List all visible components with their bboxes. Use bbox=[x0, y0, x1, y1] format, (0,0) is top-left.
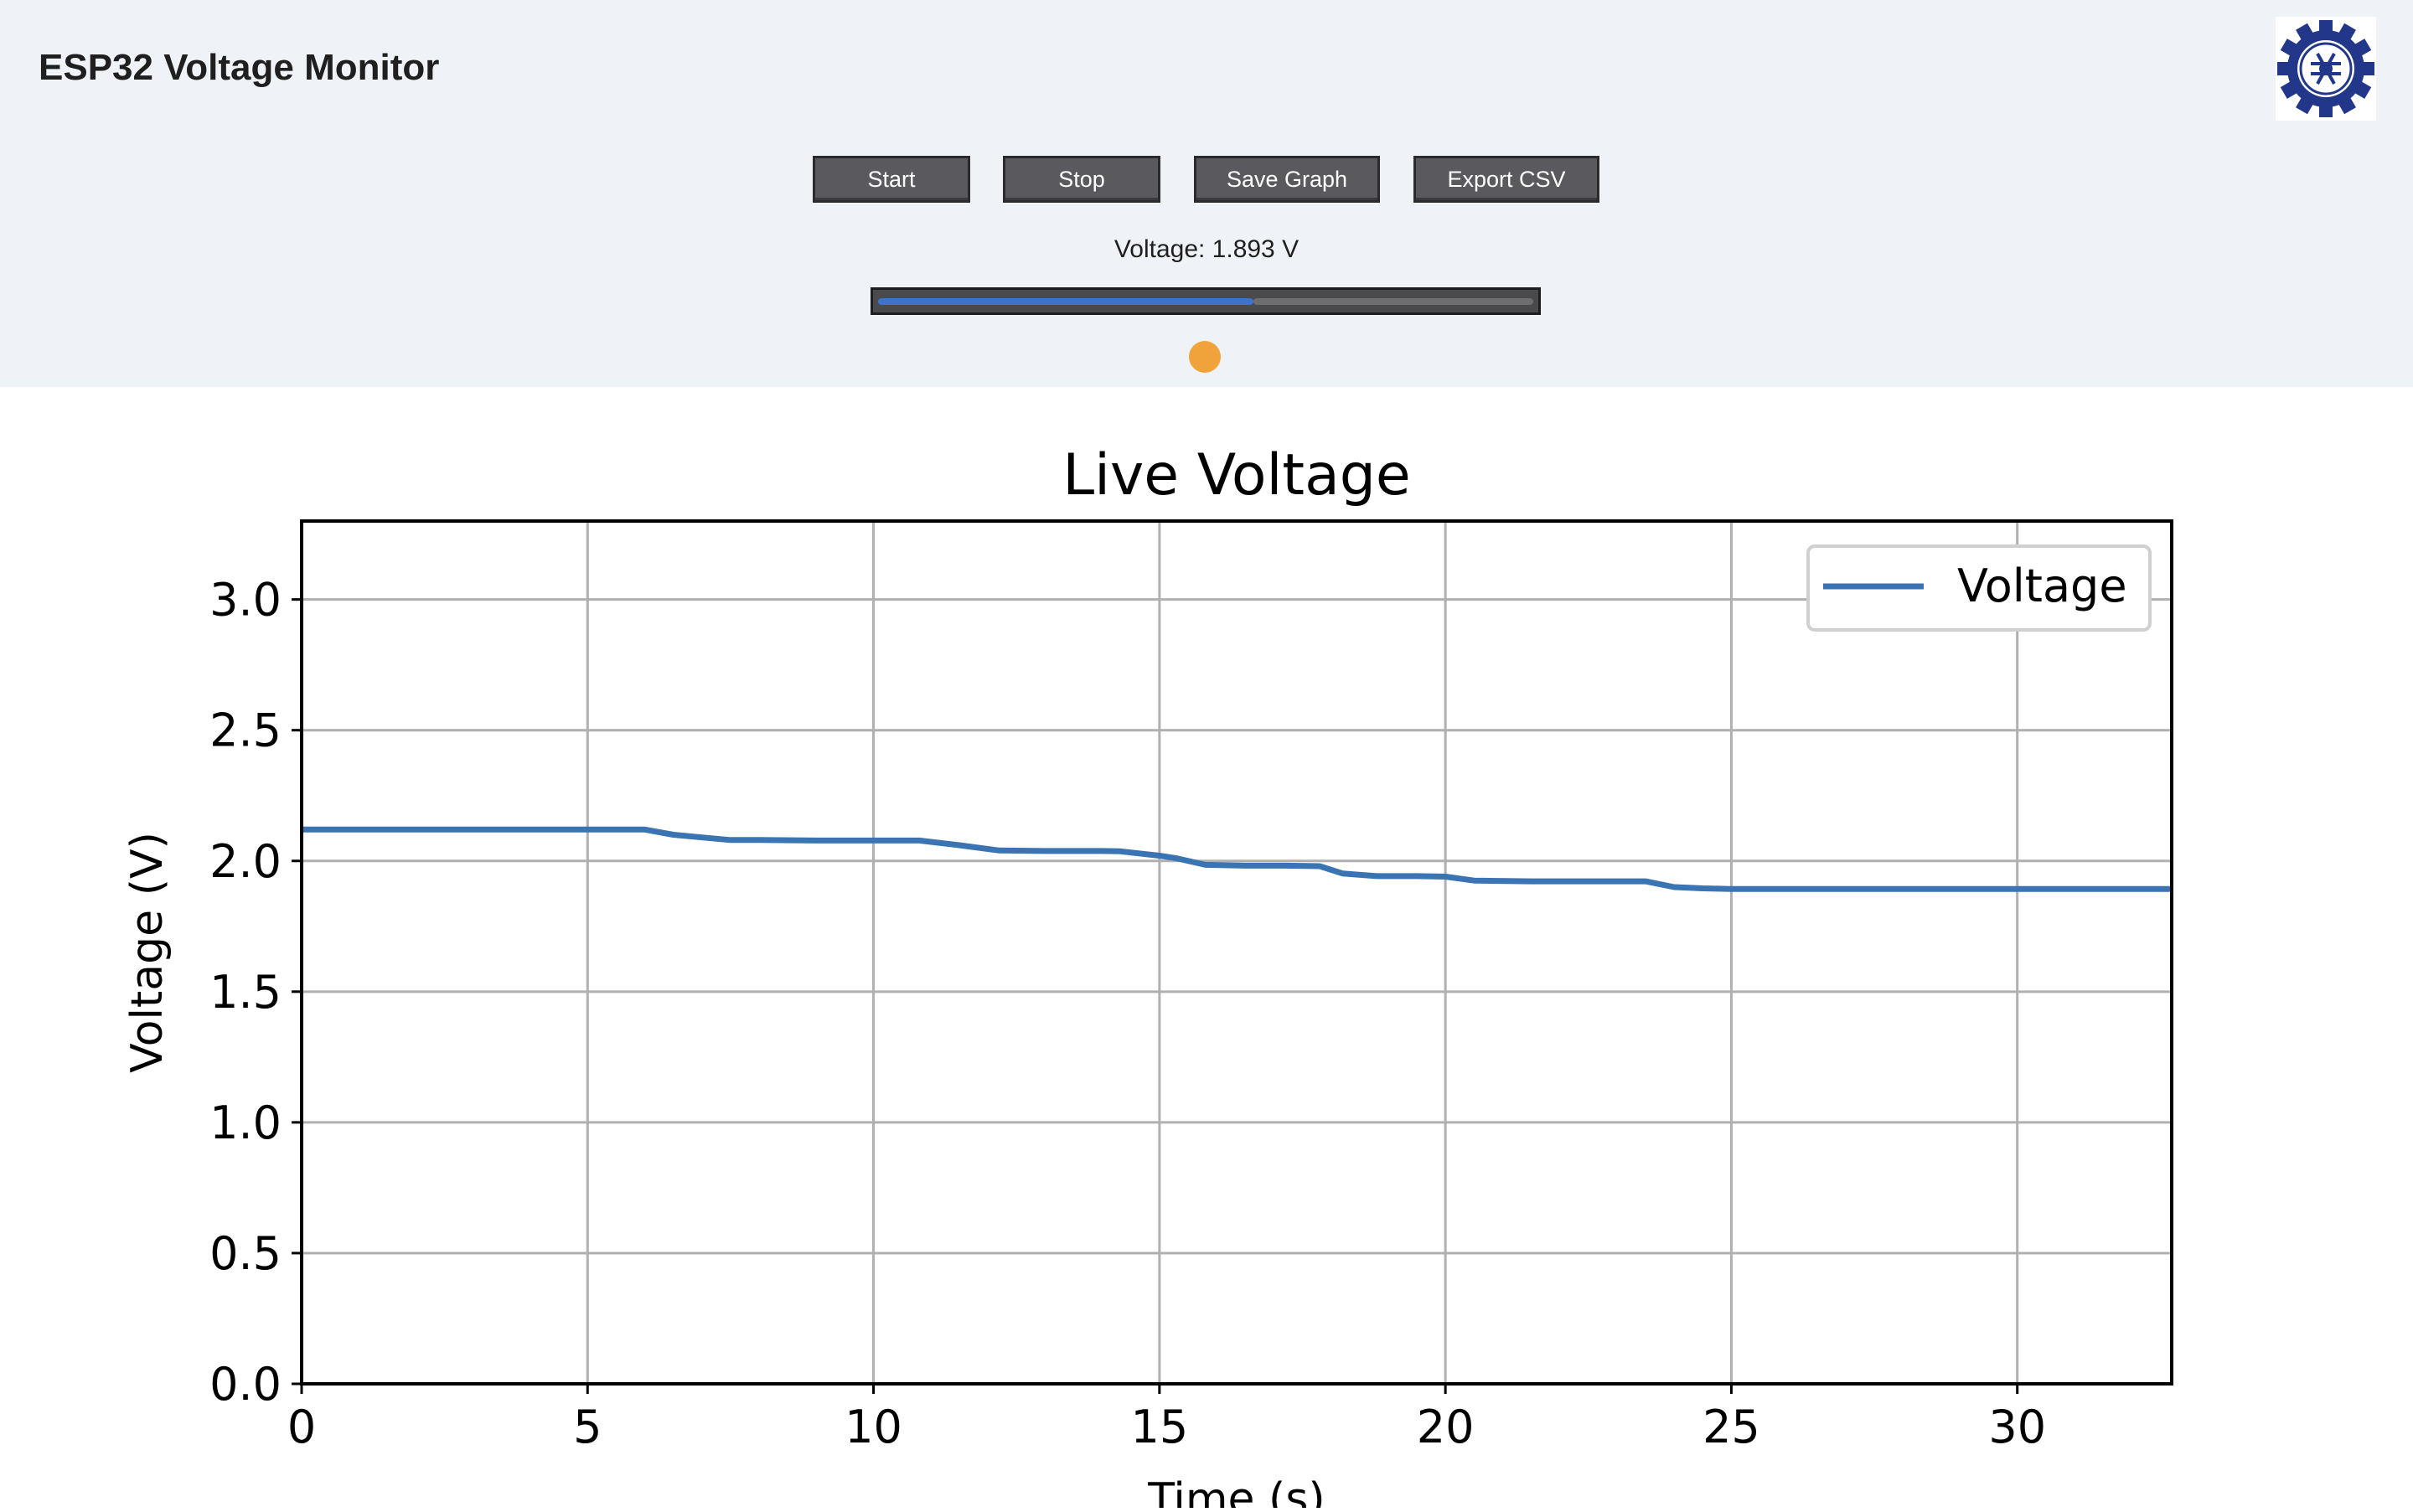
x-tick-label: 5 bbox=[573, 1401, 602, 1453]
institution-gear-logo-icon bbox=[2276, 17, 2376, 121]
voltage-progress-remainder bbox=[1253, 298, 1533, 305]
x-axis-label: Time (s) bbox=[1147, 1474, 1325, 1508]
x-tick-label: 20 bbox=[1417, 1401, 1475, 1453]
y-axis-label: Voltage (V) bbox=[122, 832, 173, 1073]
voltage-progress-fill bbox=[878, 298, 1254, 305]
y-tick-label: 2.5 bbox=[209, 704, 282, 757]
x-tick-label: 30 bbox=[1988, 1401, 2046, 1453]
tick-layer: 0 5 10 15 20 25 30 0.0 0.5 1.0 1.5 2.0 2.5 3.0 bbox=[209, 574, 2046, 1453]
grid-layer bbox=[300, 521, 2172, 1386]
x-tick-label: 25 bbox=[1703, 1401, 1760, 1453]
header-bar: ESP32 Voltage Monitor bbox=[0, 0, 2413, 387]
plot-frame bbox=[300, 519, 2173, 1386]
voltage-readout: Voltage: 1.893 V bbox=[1113, 235, 1300, 263]
status-indicator-dot bbox=[1189, 341, 1221, 373]
legend-box bbox=[1806, 544, 2152, 632]
voltage-chart-svg: 0 5 10 15 20 25 30 0.0 0.5 1.0 1.5 2.0 2.5 3.0 Live V… bbox=[122, 442, 2173, 1512]
x-tick-label: 0 bbox=[287, 1401, 316, 1453]
y-tick-label: 0.0 bbox=[209, 1358, 282, 1411]
y-tick-label: 3.0 bbox=[209, 574, 282, 627]
y-tick-label: 1.5 bbox=[209, 966, 282, 1019]
voltage-progress-bar bbox=[871, 287, 1541, 315]
y-tick-label: 1.0 bbox=[209, 1097, 282, 1149]
stop-button[interactable]: Stop bbox=[1003, 156, 1160, 203]
voltage-chart: 0 5 10 15 20 25 30 0.0 0.5 1.0 1.5 2.0 2.5 3.0 Live V… bbox=[0, 387, 2413, 1512]
x-tick-label: 10 bbox=[845, 1401, 902, 1453]
series-line-voltage bbox=[302, 826, 2172, 892]
start-button[interactable]: Start bbox=[813, 156, 970, 203]
app-title: ESP32 Voltage Monitor bbox=[39, 47, 440, 88]
legend-label: Voltage bbox=[1957, 560, 2127, 612]
line-layer bbox=[302, 826, 2172, 892]
y-tick-label: 2.0 bbox=[209, 835, 282, 888]
y-tick-label: 0.5 bbox=[209, 1227, 282, 1280]
export-csv-button[interactable]: Export CSV bbox=[1413, 156, 1599, 203]
save-graph-button[interactable]: Save Graph bbox=[1194, 156, 1380, 203]
x-tick-label: 15 bbox=[1130, 1401, 1188, 1453]
chart-title: Live Voltage bbox=[1062, 442, 1411, 508]
chart-legend: Voltage bbox=[1806, 544, 2152, 632]
